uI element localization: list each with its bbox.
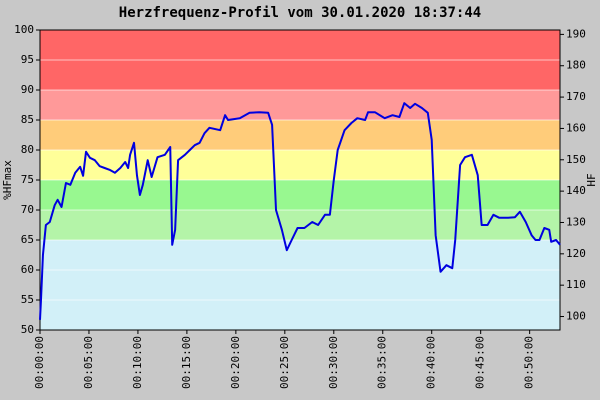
zone-band — [40, 120, 560, 150]
y2-axis-label: HF — [585, 173, 598, 186]
y-tick-label: 60 — [21, 263, 34, 276]
plot-frame — [39, 29, 561, 331]
heart-rate-line — [39, 102, 561, 320]
y-tick-label: 85 — [21, 113, 34, 126]
zone-band — [40, 240, 560, 330]
y2-tick-label: 190 — [566, 27, 586, 40]
y-tick-label: 50 — [21, 323, 34, 336]
y-tick-label: 65 — [21, 233, 34, 246]
y2-tick-label: 110 — [566, 278, 586, 291]
zone-band — [40, 150, 560, 180]
y-axis-label: %HFmax — [1, 160, 14, 200]
x-tick-label: 00:25:00 — [278, 336, 291, 389]
y2-tick-label: 100 — [566, 310, 586, 323]
x-tick-label: 00:50:00 — [523, 336, 536, 389]
zone-band — [40, 90, 560, 120]
x-tick-label: 00:00:00 — [33, 336, 46, 389]
x-tick-label: 00:20:00 — [229, 336, 242, 389]
y2-tick-label: 130 — [566, 215, 586, 228]
zone-band — [40, 210, 560, 240]
chart-title: Herzfrequenz-Profil vom 30.01.2020 18:37… — [119, 5, 481, 21]
x-tick-label: 00:40:00 — [425, 336, 438, 389]
x-tick-label: 00:05:00 — [82, 336, 95, 389]
y-tick-label: 100 — [14, 23, 34, 36]
y2-tick-label: 150 — [566, 153, 586, 166]
y2-tick-label: 180 — [566, 59, 586, 72]
y-tick-label: 90 — [21, 83, 34, 96]
y-tick-label: 55 — [21, 293, 34, 306]
y-tick-label: 95 — [21, 53, 34, 66]
x-tick-label: 00:45:00 — [474, 336, 487, 389]
x-tick-label: 00:35:00 — [376, 336, 389, 389]
y2-tick-label: 140 — [566, 184, 586, 197]
y-tick-label: 75 — [21, 173, 34, 186]
y-tick-label: 70 — [21, 203, 34, 216]
y-tick-label: 80 — [21, 143, 34, 156]
y2-tick-label: 170 — [566, 90, 586, 103]
zone-band — [40, 180, 560, 210]
x-tick-label: 00:30:00 — [327, 336, 340, 389]
x-tick-label: 00:15:00 — [180, 336, 193, 389]
x-tick-label: 00:10:00 — [131, 336, 144, 389]
y2-tick-label: 160 — [566, 121, 586, 134]
y2-tick-label: 120 — [566, 247, 586, 260]
